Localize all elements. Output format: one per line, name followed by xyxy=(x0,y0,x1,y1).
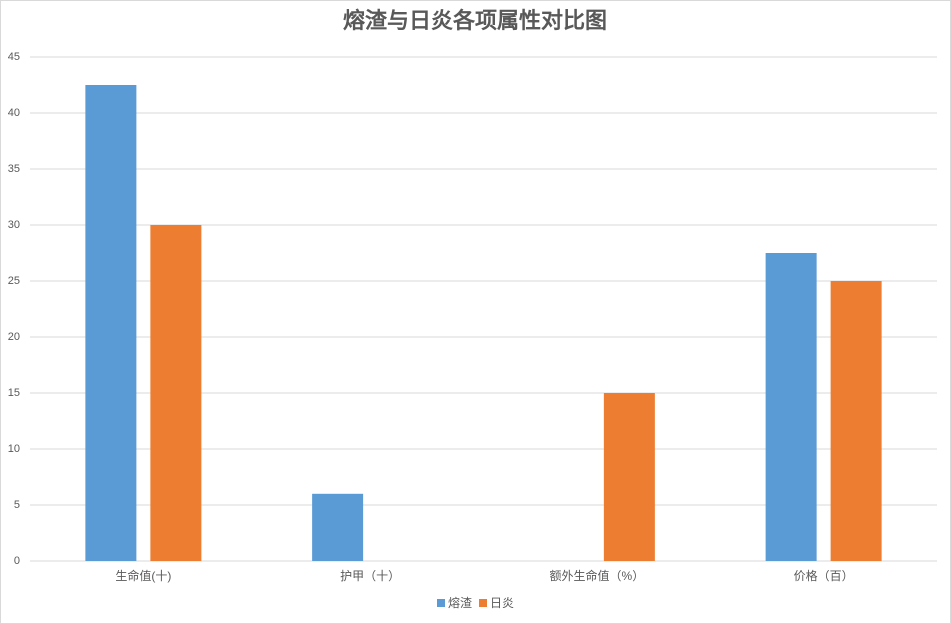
y-tick-label: 45 xyxy=(8,51,20,63)
y-tick-label: 10 xyxy=(8,443,20,455)
bar xyxy=(603,393,655,561)
bar xyxy=(312,493,364,561)
legend-label: 日炎 xyxy=(490,596,514,610)
y-tick-label: 5 xyxy=(14,499,20,511)
y-tick-label: 35 xyxy=(8,163,20,175)
bar xyxy=(765,253,817,561)
x-tick-label: 护甲（十） xyxy=(340,569,400,583)
y-tick-label: 25 xyxy=(8,275,20,287)
legend-label: 熔渣 xyxy=(448,595,472,610)
bar xyxy=(85,85,137,561)
bar xyxy=(150,225,202,561)
legend-swatch xyxy=(479,599,487,607)
y-tick-label: 20 xyxy=(8,331,20,343)
y-tick-label: 40 xyxy=(8,107,20,119)
y-tick-label: 0 xyxy=(14,555,20,567)
chart-title: 熔渣与日炎各项属性对比图 xyxy=(343,8,607,33)
bar xyxy=(830,281,882,561)
x-tick-label: 生命值(十) xyxy=(115,568,171,583)
y-tick-label: 15 xyxy=(8,387,20,399)
y-tick-label: 30 xyxy=(8,219,20,231)
x-tick-label: 价格（百） xyxy=(794,568,854,583)
x-tick-label: 额外生命值（%） xyxy=(550,568,645,583)
legend-swatch xyxy=(437,599,445,607)
